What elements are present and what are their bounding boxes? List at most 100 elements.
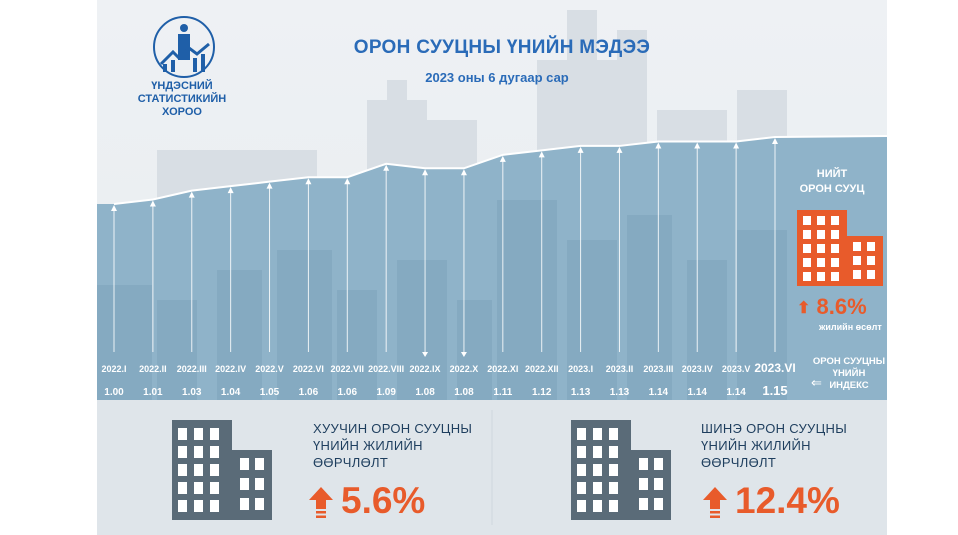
data-point-marker [577, 146, 584, 153]
city-building [567, 240, 617, 400]
window [593, 464, 602, 476]
window [178, 482, 187, 494]
data-point-marker [422, 169, 429, 176]
data-value-label: 1.04 [221, 387, 241, 398]
city-silhouette [97, 200, 787, 400]
window [853, 270, 861, 279]
data-value-label: 1.06 [338, 387, 358, 398]
city-building [627, 215, 672, 400]
window [639, 498, 648, 510]
window [194, 482, 203, 494]
city-building [97, 285, 152, 400]
data-value-label: 1.01 [143, 387, 163, 398]
down-arrow-icon [422, 352, 429, 357]
org-name: ҮНДЭСНИЙ СТАТИСТИКИЙН ХОРОО [117, 80, 247, 119]
x-tick-label: 2022.VIII [368, 364, 404, 374]
window [831, 272, 839, 281]
data-value-label: 1.08 [415, 387, 435, 398]
x-tick-label: 2023.VI [754, 361, 795, 375]
window [639, 458, 648, 470]
data-point-marker [733, 142, 740, 149]
data-value-label: 1.13 [571, 387, 591, 398]
window [240, 478, 249, 490]
city-building [497, 200, 557, 400]
total-housing-label-line: ОРОН СУУЦ [799, 183, 865, 195]
window [194, 500, 203, 512]
infographic-panel: 2022.I 1.00 2022.II 1.01 2022.III 1.03 2022.IV… [97, 0, 887, 535]
city-building [687, 260, 727, 400]
data-value-label: 1.12 [532, 387, 552, 398]
data-point-marker [188, 191, 195, 198]
total-housing-label-line: НИЙТ [816, 168, 848, 180]
up-arrow-icon [309, 487, 333, 518]
window [609, 500, 618, 512]
data-point-marker [460, 169, 467, 176]
old-housing-title-line: ҮНИЙН ЖИЛИЙН [313, 438, 423, 453]
page-subtitle: 2023 оны 6 дугаар сар [425, 70, 569, 85]
window [831, 258, 839, 267]
skyline-building [387, 80, 407, 100]
x-tick-label: 2022.XII [525, 364, 559, 374]
window [593, 446, 602, 458]
x-tick-label: 2022.VII [331, 364, 365, 374]
window [803, 272, 811, 281]
window [577, 428, 586, 440]
window [178, 500, 187, 512]
data-point-marker [111, 205, 117, 211]
x-tick-label: 2022.III [177, 364, 207, 374]
data-value-label: 1.14 [688, 387, 708, 398]
left-arrow-icon: ⇐ [811, 375, 822, 390]
new-housing-title-line: ҮНИЙН ЖИЛИЙН [701, 438, 811, 453]
data-point-marker [305, 178, 312, 185]
window [240, 498, 249, 510]
page-title: ОРОН СУУЦНЫ ҮНИЙН МЭДЭЭ [353, 37, 651, 58]
window [210, 482, 219, 494]
up-arrow-icon: ⬆ [797, 300, 811, 318]
new-housing-change: 12.4% [735, 480, 840, 521]
total-housing-caption: жилийн өсөлт [819, 322, 882, 332]
window [831, 244, 839, 253]
city-building [157, 300, 197, 400]
data-point-marker [383, 164, 390, 171]
x-tick-label: 2022.II [139, 364, 167, 374]
data-value-label: 1.13 [610, 387, 630, 398]
data-value-label: 1.00 [104, 387, 124, 398]
window [577, 500, 586, 512]
city-building [277, 250, 332, 400]
index-legend: ОРОН СУУЦНЫ ҮНИЙН ИНДЕКС [799, 356, 887, 392]
data-point-marker [149, 200, 156, 207]
data-point-marker [616, 146, 623, 153]
window [803, 258, 811, 267]
data-point-marker [499, 155, 506, 162]
x-tick-label: 2023.III [643, 364, 673, 374]
data-point-marker [772, 138, 778, 144]
old-housing-change: 5.6% [341, 480, 426, 521]
window [210, 428, 219, 440]
x-tick-label: 2023.IV [682, 364, 713, 374]
old-building-icon [172, 420, 272, 520]
window [577, 482, 586, 494]
housing-index-chart: 2022.I 1.00 2022.II 1.01 2022.III 1.03 2022.IV… [97, 10, 887, 535]
window [831, 216, 839, 225]
window [210, 446, 219, 458]
window [194, 446, 203, 458]
new-housing-title-line: ӨӨРЧЛӨЛТ [701, 455, 777, 470]
x-tick-label: 2022.X [450, 364, 479, 374]
data-value-label: 1.08 [454, 387, 474, 398]
org-name-line: СТАТИСТИКИЙН [137, 93, 227, 105]
window [867, 270, 875, 279]
window [817, 244, 825, 253]
window [609, 446, 618, 458]
x-tick-label: 2023.I [568, 364, 593, 374]
city-building [337, 290, 377, 400]
window [803, 244, 811, 253]
data-point-marker [694, 142, 701, 149]
window [178, 428, 187, 440]
window [194, 428, 203, 440]
total-housing-change-value: 8.6% [816, 294, 867, 319]
data-point-marker [227, 187, 234, 194]
old-housing-title: ХУУЧИН ОРОН СУУЦНЫ ҮНИЙН ЖИЛИЙН ӨӨРЧЛӨЛТ [313, 420, 472, 471]
index-legend-line: ИНДЕКС [829, 380, 869, 391]
window [831, 230, 839, 239]
window [817, 258, 825, 267]
